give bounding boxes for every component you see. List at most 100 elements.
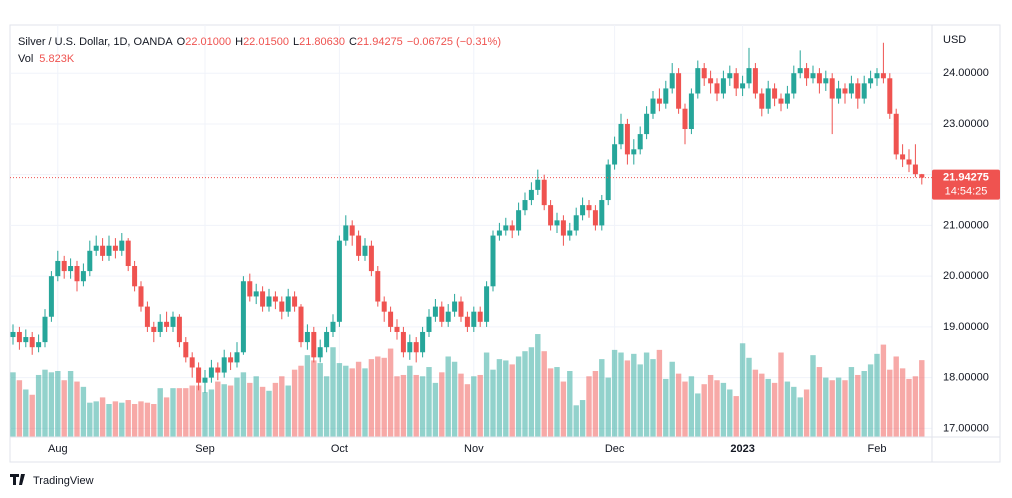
candle-body bbox=[490, 235, 496, 287]
volume-bar bbox=[663, 378, 669, 437]
volume-bar bbox=[528, 347, 535, 437]
volume-bar bbox=[368, 359, 375, 437]
volume-bar bbox=[842, 380, 848, 437]
candle-body bbox=[752, 68, 758, 94]
volume-bar bbox=[74, 381, 80, 437]
volume-bar bbox=[707, 374, 714, 437]
candle-body bbox=[215, 367, 221, 373]
volume-bar bbox=[183, 388, 189, 437]
volume-bar bbox=[189, 385, 195, 437]
candle-body bbox=[669, 73, 675, 89]
candle-body bbox=[708, 78, 714, 84]
volume-bar bbox=[291, 369, 298, 437]
volume-bar bbox=[138, 401, 144, 437]
volume-bar bbox=[42, 369, 48, 437]
y-tick-label: 19.00000 bbox=[943, 321, 989, 333]
volume-bar bbox=[784, 381, 791, 437]
candle-body bbox=[567, 230, 573, 236]
volume-bar bbox=[16, 380, 23, 437]
candle-body bbox=[375, 271, 381, 302]
volume-bar bbox=[586, 376, 592, 437]
candle-body bbox=[900, 154, 906, 160]
volume-bar bbox=[202, 392, 208, 437]
volume-bar bbox=[106, 404, 112, 437]
candle-body bbox=[880, 73, 886, 79]
candle-body bbox=[695, 68, 701, 94]
volume-bar bbox=[355, 361, 362, 437]
volume-bar bbox=[650, 359, 656, 437]
volume-bar bbox=[112, 401, 119, 437]
volume-bar bbox=[541, 351, 547, 437]
candle-body bbox=[535, 179, 541, 190]
volume-bar bbox=[483, 352, 490, 437]
x-tick-label: 2023 bbox=[730, 443, 754, 455]
volume-bar bbox=[560, 381, 567, 437]
volume-bar bbox=[547, 368, 554, 437]
volume-bar bbox=[304, 355, 311, 437]
candle-body bbox=[516, 210, 522, 231]
volume-bar bbox=[151, 404, 157, 437]
volume-bar bbox=[579, 400, 586, 437]
volume-bar bbox=[791, 386, 797, 437]
volume-bar bbox=[298, 365, 304, 437]
candle-body bbox=[87, 250, 93, 272]
candle-body bbox=[266, 296, 272, 307]
candle-body bbox=[605, 164, 611, 201]
candle-body bbox=[791, 73, 797, 94]
volume-bar bbox=[919, 360, 925, 437]
volume-bar bbox=[317, 363, 323, 437]
candle-body bbox=[42, 316, 48, 343]
volume-bar bbox=[176, 388, 183, 437]
volume-bar bbox=[688, 376, 695, 437]
volume-bar bbox=[349, 368, 355, 437]
candle-body bbox=[420, 331, 426, 353]
volume-bar bbox=[157, 388, 163, 437]
volume-bar bbox=[695, 393, 701, 437]
candle-body bbox=[196, 367, 202, 383]
volume-bar bbox=[215, 381, 221, 437]
candle-body bbox=[253, 291, 259, 297]
volume-legend: Vol 5.823K bbox=[18, 53, 75, 65]
price-tag-countdown: 14:54:25 bbox=[945, 185, 988, 197]
candle-body bbox=[394, 326, 400, 332]
volume-bar bbox=[912, 376, 919, 437]
price-tag bbox=[932, 169, 1000, 200]
candle-body bbox=[816, 73, 822, 84]
volume-bar bbox=[522, 351, 528, 437]
volume-bar bbox=[611, 349, 618, 437]
candle-body bbox=[676, 73, 682, 109]
candle-body bbox=[311, 331, 317, 358]
ohlc-key: L bbox=[293, 36, 299, 48]
volume-bar bbox=[55, 371, 61, 437]
y-tick-label: 20.00000 bbox=[943, 270, 989, 282]
volume-bar bbox=[605, 377, 611, 437]
volume-bar bbox=[727, 389, 733, 437]
x-tick-label: Aug bbox=[48, 443, 68, 455]
volume-bar bbox=[285, 385, 291, 437]
volume-bar bbox=[816, 367, 823, 437]
volume-bar bbox=[823, 377, 829, 437]
candle-body bbox=[637, 134, 643, 150]
x-tick-label: Feb bbox=[868, 443, 887, 455]
brand[interactable]: TradingView bbox=[10, 474, 94, 487]
symbol: Silver / U.S. Dollar, 1D, OANDA bbox=[18, 36, 173, 48]
candle-body bbox=[701, 68, 707, 79]
candle-body bbox=[119, 240, 125, 251]
candle-body bbox=[458, 301, 464, 317]
candle-body bbox=[23, 337, 29, 343]
candle-body bbox=[292, 296, 298, 307]
candle-body bbox=[541, 179, 547, 206]
candle-body bbox=[688, 93, 694, 130]
y-tick-label: 21.00000 bbox=[943, 219, 989, 231]
candle-body bbox=[234, 352, 240, 363]
candle-body bbox=[919, 174, 925, 178]
candle-body bbox=[714, 83, 720, 94]
candle-body bbox=[439, 306, 445, 322]
candle-body bbox=[509, 225, 515, 231]
candle-body bbox=[586, 205, 592, 211]
volume-bar bbox=[759, 373, 765, 437]
volume-bar bbox=[880, 344, 887, 437]
volume-bar bbox=[400, 374, 407, 437]
y-tick-label: 18.00000 bbox=[943, 372, 989, 384]
candle-body bbox=[528, 189, 534, 201]
